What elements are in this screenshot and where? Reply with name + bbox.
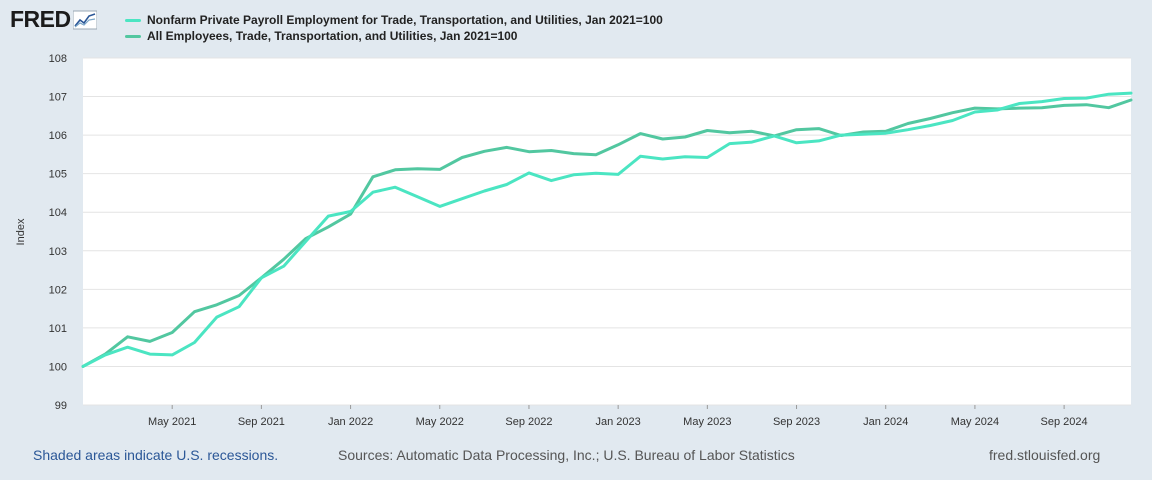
fred-logo-text: FRED — [10, 6, 71, 32]
x-tick-label: Jan 2024 — [863, 416, 908, 428]
x-tick-label: May 2022 — [416, 416, 464, 428]
x-tick-label: Sep 2023 — [773, 416, 820, 428]
legend-item-series-1: Nonfarm Private Payroll Employment for T… — [125, 12, 663, 28]
y-tick-label: 105 — [49, 169, 67, 181]
y-tick-label: 107 — [49, 92, 67, 104]
legend-swatch-series-1 — [125, 18, 141, 22]
legend-label-series-1: Nonfarm Private Payroll Employment for T… — [147, 13, 663, 27]
y-tick-label: 108 — [49, 53, 67, 65]
y-tick-label: 103 — [49, 246, 67, 258]
x-tick-label: Sep 2021 — [238, 416, 285, 428]
x-tick-label: Jan 2022 — [328, 416, 373, 428]
x-tick-label: May 2024 — [951, 416, 999, 428]
y-axis-title: Index — [15, 218, 27, 245]
series-lines — [81, 91, 1133, 368]
legend-item-series-2: All Employees, Trade, Transportation, an… — [125, 28, 663, 44]
fred-graph-icon — [72, 10, 97, 29]
y-tick-label: 100 — [49, 361, 67, 373]
x-tick-label: Sep 2024 — [1041, 416, 1088, 428]
y-tick-label: 102 — [49, 284, 67, 296]
x-tick-label: May 2023 — [683, 416, 731, 428]
legend-swatch-series-2 — [125, 34, 141, 38]
y-axis-ticks: 99 100 101 102 103 104 105 106 107 108 — [49, 53, 67, 412]
y-tick-label: 104 — [49, 207, 67, 219]
x-axis-ticks: May 2021 Sep 2021 Jan 2022 May 2022 Sep 2022… — [148, 405, 1088, 428]
legend-label-series-2: All Employees, Trade, Transportation, an… — [147, 29, 518, 43]
y-tick-label: 106 — [49, 130, 67, 142]
series-line-1 — [81, 91, 1133, 368]
fred-logo[interactable]: FRED — [10, 8, 97, 31]
sources-text: Sources: Automatic Data Processing, Inc.… — [338, 447, 795, 463]
x-tick-label: Jan 2023 — [596, 416, 641, 428]
x-tick-label: Sep 2022 — [505, 416, 552, 428]
y-tick-label: 99 — [55, 400, 67, 412]
recession-note-link[interactable]: Shaded areas indicate U.S. recessions. — [33, 447, 279, 463]
y-tick-label: 101 — [49, 323, 67, 335]
x-tick-label: May 2021 — [148, 416, 196, 428]
chart-legend: Nonfarm Private Payroll Employment for T… — [125, 12, 663, 44]
site-link[interactable]: fred.stlouisfed.org — [989, 447, 1101, 463]
plot-area — [83, 58, 1131, 405]
